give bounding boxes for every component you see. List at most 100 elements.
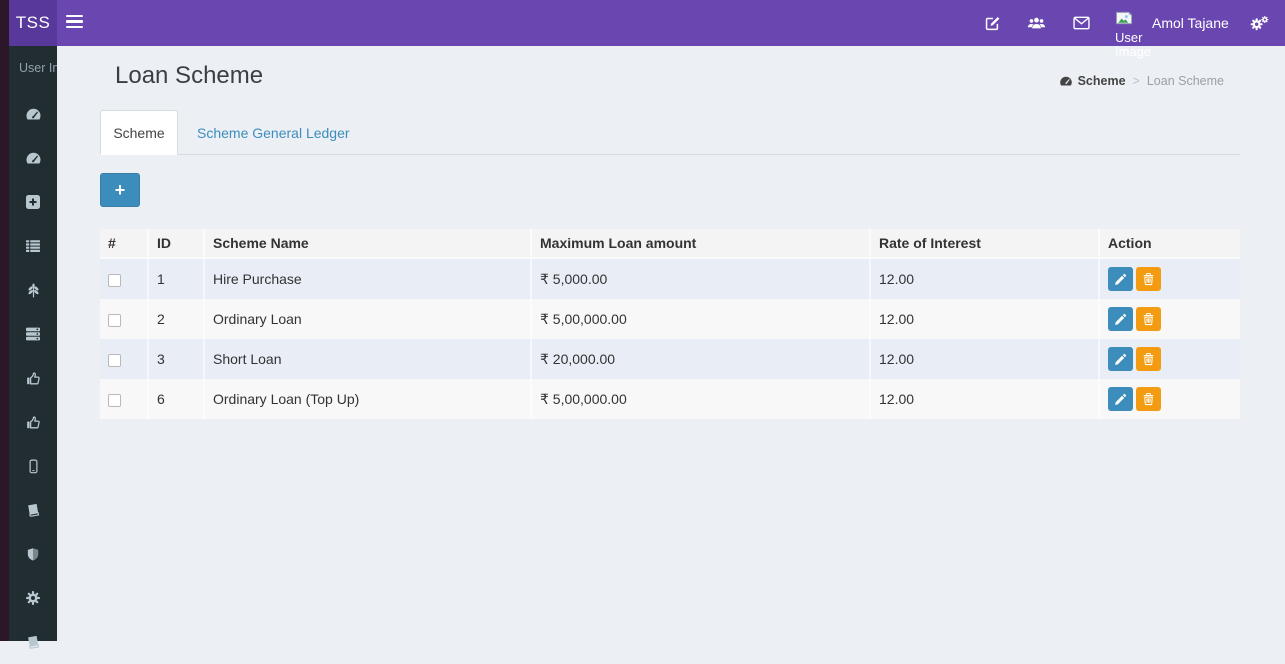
- brand-logo[interactable]: TSS: [9, 0, 57, 46]
- col-id: ID: [148, 229, 205, 259]
- cell-max-loan: ₹ 5,000.00: [531, 258, 871, 299]
- col-select: #: [100, 229, 149, 259]
- sidebar: User Image: [9, 46, 57, 649]
- sidebar-item-settings[interactable]: [9, 576, 57, 620]
- breadcrumb-current: Loan Scheme: [1146, 74, 1224, 88]
- row-checkbox[interactable]: [108, 273, 121, 287]
- sidebar-user-panel[interactable]: User Image: [9, 46, 57, 92]
- row-checkbox[interactable]: [108, 313, 121, 327]
- trash-icon: [1143, 353, 1154, 366]
- pencil-icon: [1115, 393, 1127, 405]
- delete-button[interactable]: [1136, 347, 1161, 371]
- sidebar-item-dashboard-alt[interactable]: [9, 136, 57, 180]
- delete-button[interactable]: [1136, 387, 1161, 411]
- cell-max-loan: ₹ 20,000.00: [531, 339, 871, 379]
- edit-button[interactable]: [1108, 267, 1133, 291]
- cell-max-loan: ₹ 5,00,000.00: [531, 299, 871, 339]
- pencil-icon: [1115, 353, 1127, 365]
- sidebar-item-ledger[interactable]: [9, 620, 57, 664]
- tab-scheme-general-ledger[interactable]: Scheme General Ledger: [197, 124, 350, 141]
- row-checkbox[interactable]: [108, 393, 121, 407]
- sidebar-item-list[interactable]: [9, 224, 57, 268]
- top-navbar: TSS: [0, 0, 1285, 59]
- mobile-icon: [29, 459, 37, 473]
- cogs-icon[interactable]: [1247, 0, 1271, 46]
- book-icon: [28, 503, 40, 517]
- users-icon[interactable]: [1024, 0, 1048, 46]
- sidebar-toggle-icon[interactable]: [66, 15, 86, 31]
- window-edge-strip: [0, 0, 9, 641]
- cell-scheme-name: Hire Purchase: [204, 258, 532, 299]
- plus-square-icon: [26, 195, 40, 209]
- book-icon: [28, 635, 40, 649]
- page-title: Loan Scheme: [115, 62, 264, 89]
- content-area: Loan Scheme Scheme > Loan Scheme Scheme …: [57, 46, 1285, 641]
- col-rate: Rate of Interest: [870, 229, 1100, 259]
- pagelines-icon: [27, 282, 39, 298]
- broken-image-icon: [1116, 11, 1133, 25]
- cell-scheme-name: Short Loan: [204, 339, 532, 379]
- sidebar-item-dashboard[interactable]: [9, 92, 57, 136]
- sidebar-item-book[interactable]: [9, 488, 57, 532]
- edit-button[interactable]: [1108, 387, 1133, 411]
- cell-id: 2: [148, 299, 205, 339]
- shield-icon: [27, 547, 39, 560]
- sidebar-item-thumbs-up-alt[interactable]: [9, 400, 57, 444]
- list-icon: [26, 240, 40, 252]
- sidebar-item-thumbs-up[interactable]: [9, 356, 57, 400]
- table-row: 2 Ordinary Loan ₹ 5,00,000.00 12.00: [100, 299, 1240, 339]
- breadcrumb: Scheme > Loan Scheme: [1059, 74, 1224, 88]
- pencil-icon: [1115, 273, 1127, 285]
- delete-button[interactable]: [1136, 267, 1161, 291]
- sidebar-menu: [9, 92, 57, 664]
- tab-bar: Scheme Scheme General Ledger: [100, 110, 1240, 155]
- table-row: 3 Short Loan ₹ 20,000.00 12.00: [100, 339, 1240, 379]
- cell-rate: 12.00: [870, 258, 1100, 299]
- cell-rate: 12.00: [870, 339, 1100, 379]
- sidebar-item-server[interactable]: [9, 312, 57, 356]
- sidebar-item-shield[interactable]: [9, 532, 57, 576]
- tachometer-icon: [25, 152, 41, 164]
- edit-button[interactable]: [1108, 347, 1133, 371]
- delete-button[interactable]: [1136, 307, 1161, 331]
- row-checkbox[interactable]: [108, 353, 121, 367]
- col-scheme-name: Scheme Name: [204, 229, 532, 259]
- trash-icon: [1143, 273, 1154, 286]
- col-action: Action: [1099, 229, 1240, 259]
- server-icon: [26, 327, 40, 341]
- navbar-user-name[interactable]: Amol Tajane: [1152, 15, 1229, 31]
- col-max-loan: Maximum Loan amount: [531, 229, 871, 259]
- mail-icon[interactable]: [1069, 0, 1093, 46]
- pencil-icon: [1115, 313, 1127, 325]
- breadcrumb-separator: >: [1132, 74, 1140, 88]
- sidebar-item-add[interactable]: [9, 180, 57, 224]
- trash-icon: [1143, 313, 1154, 326]
- gear-icon: [26, 591, 40, 605]
- add-scheme-button[interactable]: +: [100, 173, 140, 207]
- cell-rate: 12.00: [870, 299, 1100, 339]
- breadcrumb-scheme[interactable]: Scheme: [1077, 74, 1126, 88]
- sidebar-user-alt-text: User Image: [19, 61, 57, 75]
- table-row: 1 Hire Purchase ₹ 5,000.00 12.00: [100, 258, 1240, 299]
- edit-button[interactable]: [1108, 307, 1133, 331]
- thumbs-up-icon: [26, 371, 40, 384]
- sidebar-item-mobile[interactable]: [9, 444, 57, 488]
- cell-id: 6: [148, 379, 205, 419]
- sidebar-item-pagelines[interactable]: [9, 268, 57, 312]
- scheme-table: # ID Scheme Name Maximum Loan amount Rat…: [100, 229, 1240, 419]
- edit-icon[interactable]: [980, 0, 1004, 46]
- tachometer-icon: [1059, 76, 1072, 86]
- thumbs-up-icon: [26, 415, 40, 428]
- cell-max-loan: ₹ 5,00,000.00: [531, 379, 871, 419]
- tachometer-icon: [25, 108, 41, 120]
- cell-scheme-name: Ordinary Loan (Top Up): [204, 379, 532, 419]
- cell-id: 1: [148, 258, 205, 299]
- navbar-user-avatar[interactable]: User Image: [1115, 10, 1155, 60]
- cell-id: 3: [148, 339, 205, 379]
- user-image-alt-text: User Image: [1115, 29, 1152, 59]
- tab-scheme[interactable]: Scheme: [100, 110, 178, 155]
- cell-rate: 12.00: [870, 379, 1100, 419]
- cell-scheme-name: Ordinary Loan: [204, 299, 532, 339]
- table-header-row: # ID Scheme Name Maximum Loan amount Rat…: [100, 229, 1240, 259]
- table-row: 6 Ordinary Loan (Top Up) ₹ 5,00,000.00 1…: [100, 379, 1240, 419]
